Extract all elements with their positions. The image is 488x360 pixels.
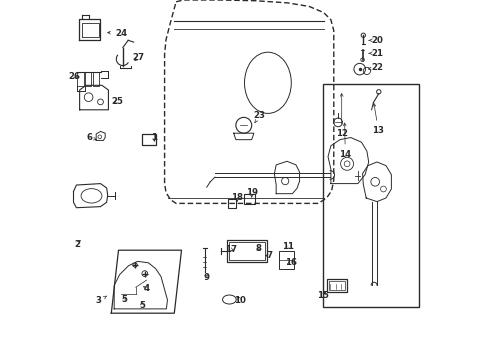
Text: 7: 7 bbox=[265, 251, 272, 260]
Text: 12: 12 bbox=[335, 94, 347, 138]
Text: 5: 5 bbox=[139, 302, 144, 310]
Text: 18: 18 bbox=[231, 194, 243, 202]
Bar bbox=[228, 242, 264, 260]
Text: 19: 19 bbox=[245, 188, 257, 197]
Text: 6: 6 bbox=[86, 133, 96, 142]
Text: 9: 9 bbox=[203, 274, 209, 282]
Bar bbox=[227, 240, 266, 262]
Text: 16: 16 bbox=[284, 258, 296, 267]
Bar bbox=[228, 199, 236, 208]
Text: 25: 25 bbox=[112, 97, 123, 106]
Text: 24: 24 bbox=[107, 29, 127, 37]
Text: 23: 23 bbox=[253, 111, 265, 123]
Text: 17: 17 bbox=[224, 245, 236, 253]
Bar bbox=[93, 72, 99, 86]
Text: 13: 13 bbox=[372, 104, 384, 135]
Bar bbox=[85, 72, 91, 86]
Text: 8: 8 bbox=[255, 244, 262, 253]
Bar bbox=[326, 279, 347, 292]
Text: 11: 11 bbox=[282, 242, 294, 251]
Bar bbox=[322, 84, 419, 307]
Text: 20: 20 bbox=[368, 36, 383, 45]
Text: 27: 27 bbox=[132, 53, 144, 62]
Text: 22: 22 bbox=[367, 63, 383, 72]
Text: 2: 2 bbox=[74, 240, 80, 248]
Bar bbox=[142, 134, 155, 145]
Text: 5: 5 bbox=[121, 295, 126, 304]
Text: 4: 4 bbox=[143, 284, 149, 293]
Text: 15: 15 bbox=[316, 292, 328, 300]
Text: 3: 3 bbox=[96, 296, 107, 305]
Text: 26: 26 bbox=[68, 72, 81, 81]
Text: 14: 14 bbox=[339, 123, 351, 158]
Text: 21: 21 bbox=[368, 49, 383, 58]
Bar bbox=[244, 194, 254, 204]
Bar bbox=[278, 251, 293, 269]
Text: 1: 1 bbox=[150, 133, 157, 142]
Text: 10: 10 bbox=[234, 296, 245, 305]
Bar bbox=[328, 281, 345, 290]
Bar bbox=[77, 72, 83, 86]
